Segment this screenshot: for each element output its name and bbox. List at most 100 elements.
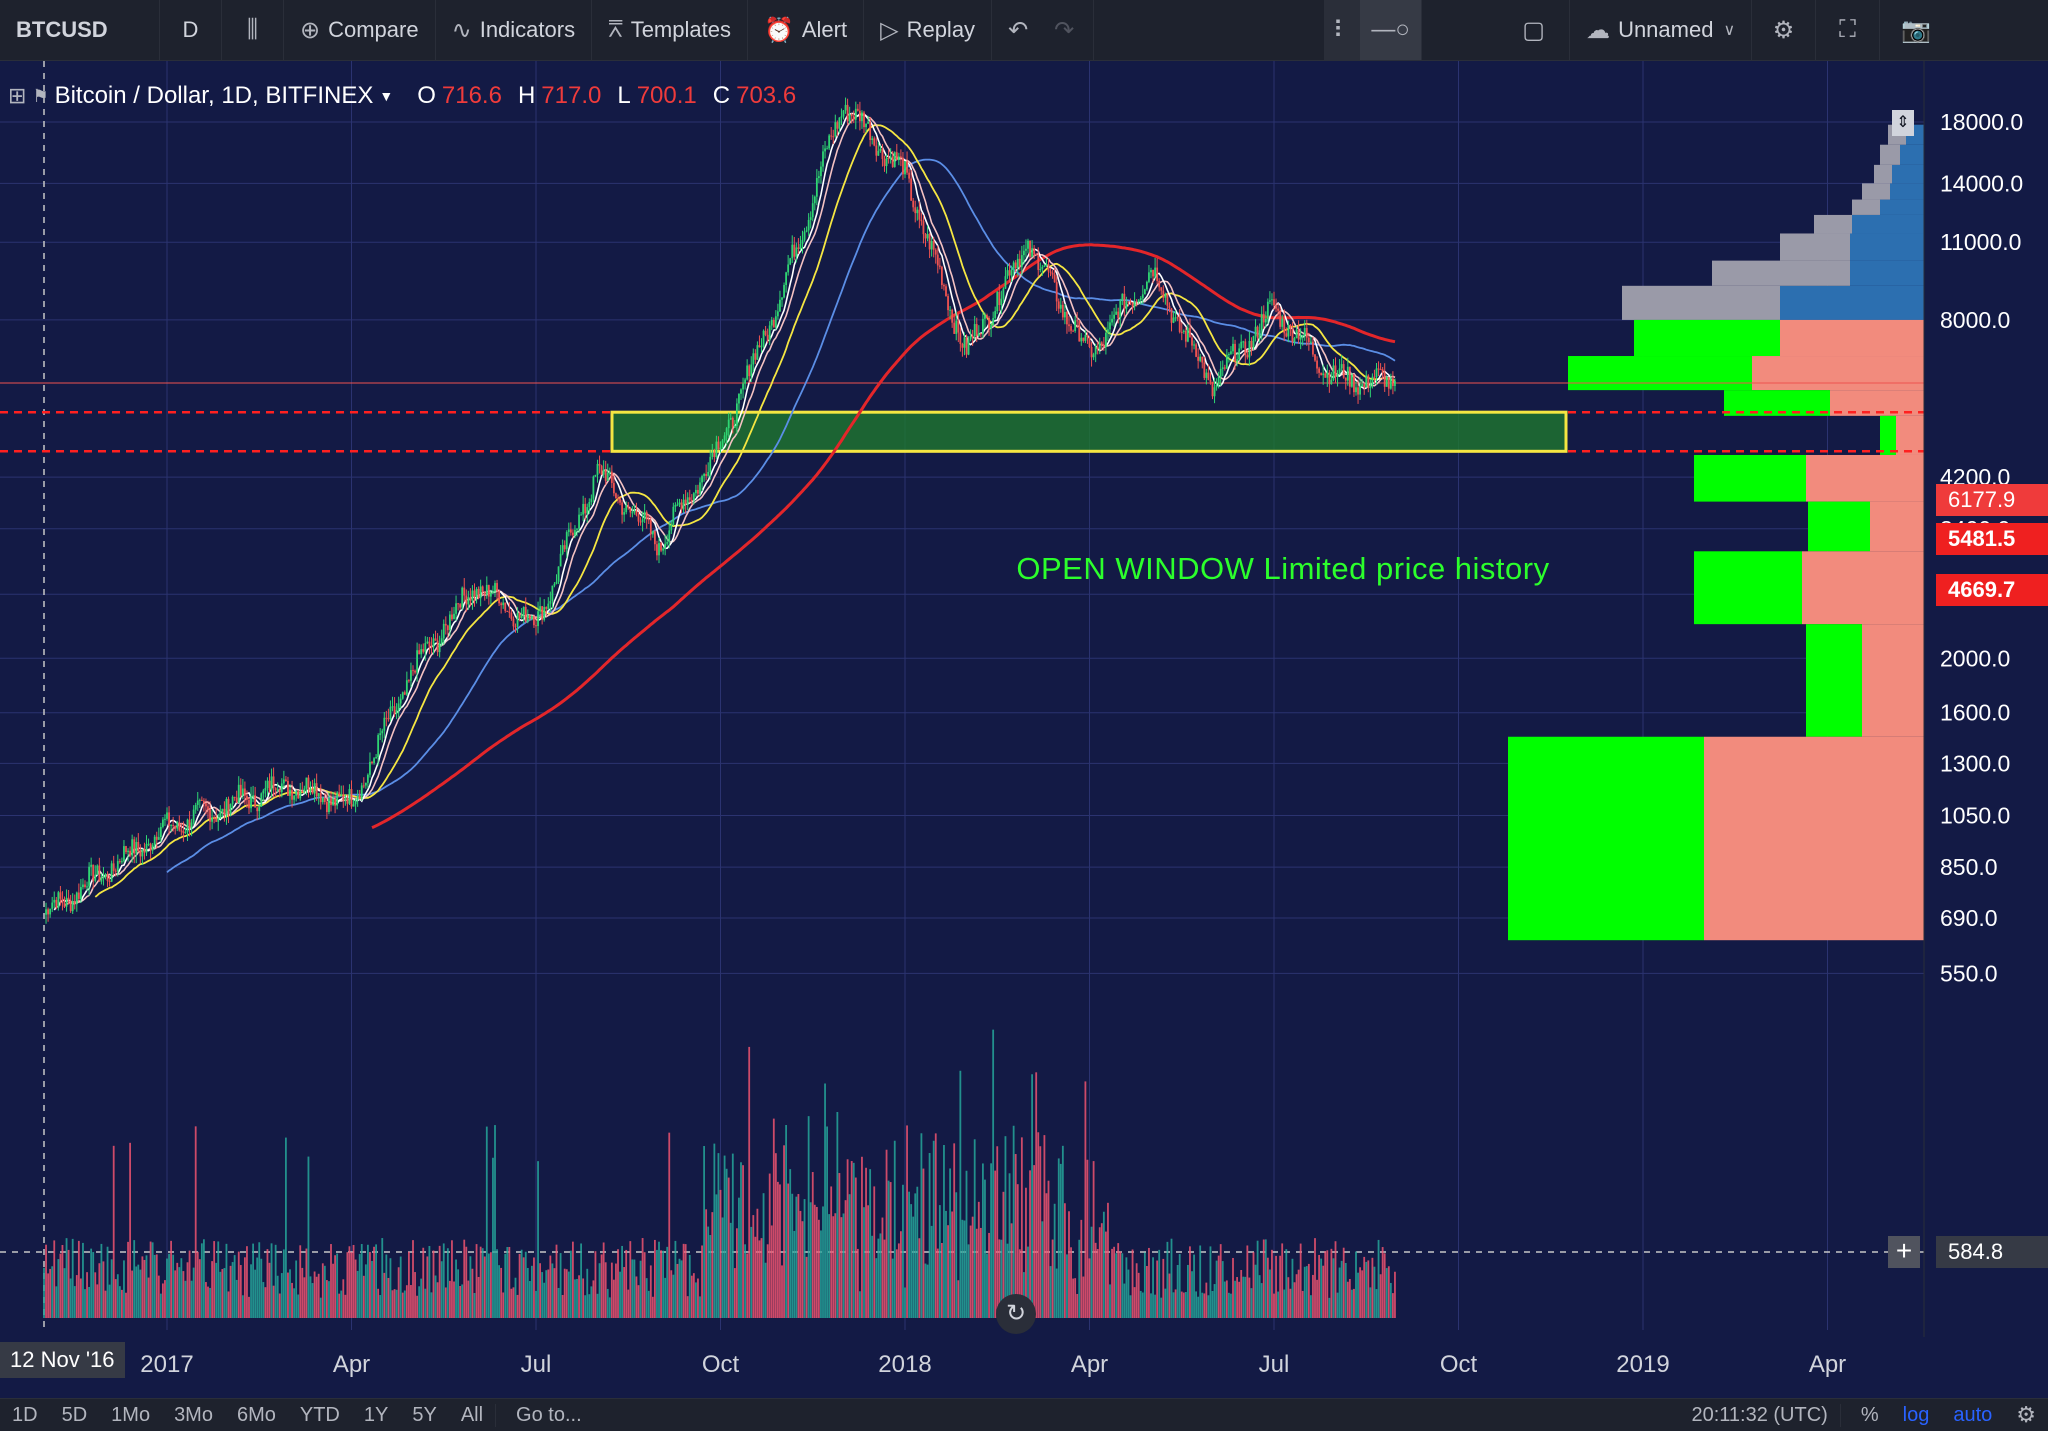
screenshot-button[interactable]: 📷	[1880, 0, 1952, 60]
volume-bar	[1176, 1265, 1179, 1318]
candle-body	[740, 389, 742, 394]
range-3mo[interactable]: 3Mo	[174, 1403, 213, 1426]
volume-bar	[610, 1262, 613, 1318]
settings-button[interactable]: ⚙	[1752, 0, 1817, 60]
fullscreen-icon: ⛶	[1839, 16, 1856, 43]
volume-bar	[401, 1292, 404, 1318]
volume-bar	[567, 1271, 570, 1318]
volume-bar	[1016, 1184, 1019, 1318]
volume-bar	[1014, 1154, 1017, 1318]
scale-settings-icon[interactable]: ⚙	[2016, 1402, 2036, 1427]
candle-body	[908, 172, 910, 179]
candle-body	[397, 703, 400, 710]
layout-button[interactable]: ▢	[1498, 0, 1571, 60]
percent-toggle[interactable]: %	[1860, 1403, 1879, 1426]
symbol-search-button[interactable]: BTCUSD	[0, 0, 160, 60]
replay-button[interactable]: ▷ Replay	[864, 0, 993, 60]
volume-bar	[803, 1199, 806, 1318]
bar-style-button[interactable]: ⫼	[222, 0, 284, 60]
volume-bar	[475, 1244, 478, 1318]
volume-bar	[1070, 1247, 1072, 1318]
candle-body	[278, 789, 281, 792]
candle-body	[994, 311, 997, 318]
auto-toggle[interactable]: auto	[1953, 1403, 1993, 1426]
candle-body	[1129, 301, 1132, 303]
price-tick-label: 1600.0	[1940, 700, 2010, 726]
crosshair-date-tag: 12 Nov '16	[0, 1342, 125, 1378]
legend-title[interactable]: Bitcoin / Dollar, 1D, BITFINEX	[54, 82, 374, 109]
candle-body	[1018, 258, 1021, 267]
volume-bar	[358, 1254, 361, 1318]
drag-handle[interactable]: ⠇	[1324, 0, 1361, 60]
candle-body	[442, 623, 445, 639]
alert-button[interactable]: ⏰ Alert	[748, 0, 865, 60]
candle-body	[272, 776, 275, 789]
open-window-label[interactable]: OPEN WINDOW Limited price history	[1016, 551, 1550, 586]
volume-bar	[873, 1186, 876, 1318]
candle-body	[711, 452, 714, 457]
chart-pane[interactable]: 24000.018000.014000.011000.08000.04200.0…	[0, 61, 2048, 1398]
volume-bar	[692, 1273, 695, 1318]
volume-bar	[1392, 1293, 1394, 1318]
profile-toggle-icon[interactable]: ⇕	[1892, 110, 1914, 136]
volume-bar	[110, 1259, 113, 1318]
volume-bar	[153, 1254, 156, 1318]
candle-body	[451, 614, 453, 620]
candle-body	[1246, 354, 1249, 358]
range-5d[interactable]: 5D	[61, 1403, 88, 1426]
volume-bar	[1160, 1297, 1163, 1318]
volume-bar	[1383, 1253, 1386, 1318]
legend-expand-icon[interactable]: ⊞	[8, 83, 27, 108]
volume-bar	[697, 1278, 699, 1318]
legend-dropdown-icon[interactable]: ▼	[379, 88, 394, 104]
interval-button[interactable]: D	[160, 0, 222, 60]
profile-bar-left	[1852, 199, 1880, 215]
utc-clock[interactable]: 20:11:32 (UTC)	[1679, 1403, 1841, 1427]
range-all[interactable]: All	[449, 1403, 497, 1427]
range-1d[interactable]: 1D	[12, 1403, 38, 1426]
candle-body	[1346, 366, 1349, 381]
log-toggle[interactable]: log	[1902, 1403, 1930, 1426]
legend-high-label: H	[517, 82, 536, 109]
redo-icon[interactable]: ↷	[1054, 16, 1075, 44]
add-alert-plus-button[interactable]: +	[1888, 1236, 1920, 1268]
candle-body	[1070, 326, 1072, 331]
candle-body	[1219, 368, 1222, 377]
volume-bar	[75, 1275, 78, 1318]
crosshair-mode-button[interactable]: —○	[1360, 0, 1423, 60]
indicators-button[interactable]: ∿ Indicators	[436, 0, 593, 60]
templates-button[interactable]: ⩞ Templates	[592, 0, 748, 60]
price-chart[interactable]: 24000.018000.014000.011000.08000.04200.0…	[0, 61, 2048, 1398]
range-ytd[interactable]: YTD	[299, 1403, 340, 1426]
volume-bar	[920, 1133, 923, 1318]
candle-body	[416, 650, 418, 673]
range-5y[interactable]: 5Y	[412, 1403, 437, 1426]
fullscreen-button[interactable]: ⛶	[1816, 0, 1881, 60]
volume-bar	[178, 1267, 181, 1318]
volume-bar	[1113, 1246, 1115, 1318]
candle-body	[531, 616, 533, 619]
range-6mo[interactable]: 6Mo	[236, 1403, 276, 1426]
candle-body	[420, 649, 423, 655]
goto-button[interactable]: Go to...	[516, 1403, 582, 1426]
volume-bar	[1225, 1280, 1228, 1318]
volume-bar	[1141, 1292, 1144, 1318]
volume-bar	[471, 1268, 474, 1318]
candle-body	[127, 850, 129, 853]
candle-body	[53, 899, 56, 903]
volume-bar	[457, 1269, 459, 1318]
candle-body	[399, 698, 402, 704]
reset-chart-button[interactable]: ↻	[996, 1294, 1036, 1334]
volume-bar	[662, 1250, 664, 1318]
candle-body	[1059, 304, 1062, 309]
volume-bar	[438, 1245, 441, 1318]
volume-bar	[703, 1146, 705, 1318]
range-1y[interactable]: 1Y	[363, 1403, 389, 1426]
volume-bar	[951, 1211, 954, 1318]
candle-body	[1016, 258, 1019, 269]
volume-bar	[533, 1257, 535, 1318]
range-1mo[interactable]: 1Mo	[111, 1403, 151, 1426]
compare-button[interactable]: ⊕ Compare	[284, 0, 436, 60]
save-layout-button[interactable]: ☁ Unnamed ∨	[1570, 0, 1753, 60]
undo-icon[interactable]: ↶	[1008, 16, 1029, 44]
